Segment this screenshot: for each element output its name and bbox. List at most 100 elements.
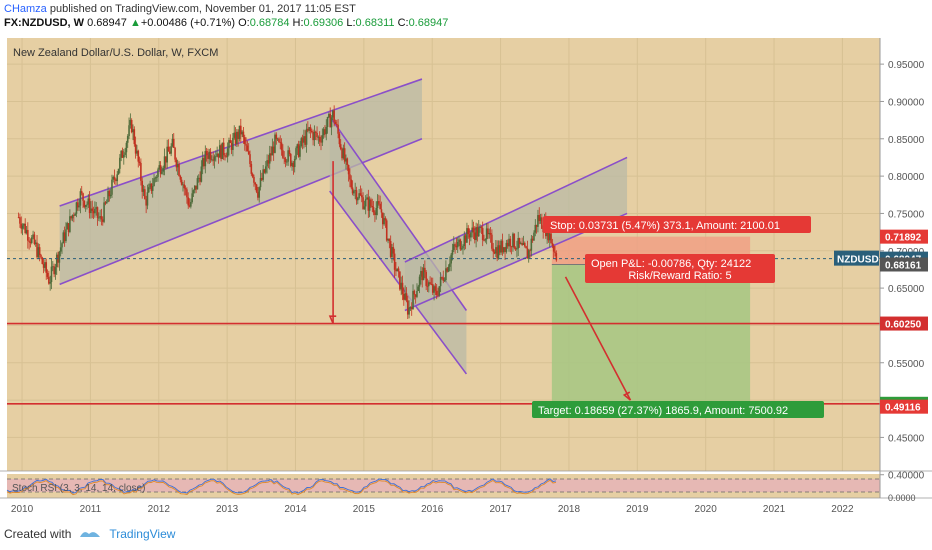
candle-body (414, 294, 417, 297)
candle-body (360, 195, 363, 198)
candle-body (343, 148, 346, 162)
candle-body (154, 177, 157, 179)
tradingview-logo-icon (80, 532, 101, 537)
symbol[interactable]: FX:NZDUSD, W (4, 17, 85, 29)
candle-body (523, 242, 526, 247)
candle-body (98, 217, 100, 219)
x-tick-label: 2019 (626, 504, 649, 515)
candle-body (263, 169, 266, 173)
candle-body (33, 234, 36, 244)
candle-body (132, 129, 134, 133)
channel-line (404, 156, 628, 263)
candle-body (73, 214, 75, 216)
candle-body (433, 286, 435, 293)
candle-body (530, 238, 533, 251)
candle-body (380, 209, 383, 213)
candles (17, 105, 558, 319)
candle-body (346, 158, 349, 166)
candle-body (502, 247, 505, 253)
candle-body (182, 184, 184, 186)
price-tag-text: 0.49116 (885, 403, 921, 414)
candle-body (317, 136, 320, 138)
candle-body (347, 165, 350, 175)
target-zone (551, 264, 751, 404)
candle-body (280, 142, 283, 151)
candle-body (75, 202, 78, 214)
candle-body (400, 282, 402, 290)
candle-body (374, 212, 376, 215)
candle-body (37, 247, 40, 258)
candle-body (416, 291, 418, 297)
stoch-band (7, 479, 880, 492)
candle-body (199, 177, 201, 182)
candle-body (288, 150, 291, 154)
candle-body (129, 119, 132, 126)
candle-body (268, 153, 271, 164)
candle-body (44, 262, 46, 268)
candle-body (212, 159, 214, 161)
candle-body (418, 276, 421, 287)
candle-body (27, 229, 29, 241)
candle-body (36, 242, 38, 258)
candle-body (520, 243, 522, 244)
candle-body (178, 164, 180, 176)
target-label: Target: 0.18659 (27.37%) 1865.9, Amount:… (538, 405, 788, 417)
candle-body (459, 239, 462, 250)
candle-body (233, 132, 236, 138)
candle-body (384, 218, 387, 221)
candle-body (438, 286, 441, 296)
candle-body (228, 140, 230, 149)
stoch-k-line (6, 478, 557, 494)
candle-body (474, 232, 476, 241)
candle-body (495, 247, 497, 254)
candle-body (41, 257, 44, 265)
candle-body (95, 207, 97, 209)
candle-body (69, 216, 71, 232)
candle-body (80, 191, 83, 194)
candle-body (90, 208, 92, 214)
candle-body (420, 270, 422, 277)
x-tick-label: 2022 (831, 504, 854, 515)
candle-body (169, 151, 171, 154)
channel-line (329, 190, 468, 375)
candle-body (57, 254, 59, 263)
candle-body (334, 121, 337, 124)
y-tick-label: 0.85000 (888, 135, 925, 146)
candle-body (492, 248, 495, 252)
footer: Created with TradingView (4, 527, 175, 541)
candle-body (240, 125, 242, 135)
candle-body (293, 158, 296, 168)
candle-body (50, 266, 53, 283)
candle-body (339, 144, 342, 150)
candle-body (254, 182, 257, 185)
candle-body (498, 245, 501, 253)
candle-body (463, 235, 466, 246)
candle-body (350, 179, 353, 188)
candle-body (388, 238, 391, 241)
stoch-rsi (6, 478, 880, 496)
candle-body (517, 237, 520, 249)
candle-body (133, 129, 136, 145)
x-tick-label: 2016 (421, 504, 444, 515)
candle-body (203, 158, 205, 167)
y-tick-label: 0.55000 (888, 359, 925, 370)
candle-body (96, 207, 99, 218)
stop-label: Stop: 0.03731 (5.47%) 373.1, Amount: 210… (550, 220, 780, 232)
tradingview-link[interactable]: TradingView (109, 527, 176, 541)
candle-body (61, 243, 63, 248)
candle-body (525, 246, 527, 249)
author-link[interactable]: CHamza (4, 3, 47, 15)
candle-body (320, 141, 322, 143)
x-tick-label: 2020 (695, 504, 718, 515)
candle-body (357, 198, 359, 201)
candle-body (74, 213, 76, 216)
candle-body (20, 223, 23, 229)
up-arrow-icon: ▲ (129, 17, 141, 29)
candle-body (19, 217, 21, 224)
close-value: 0.68947 (408, 17, 449, 29)
candle-body (166, 146, 168, 163)
candle-body (551, 243, 554, 246)
candle-body (364, 199, 367, 207)
candle-body (371, 206, 374, 208)
